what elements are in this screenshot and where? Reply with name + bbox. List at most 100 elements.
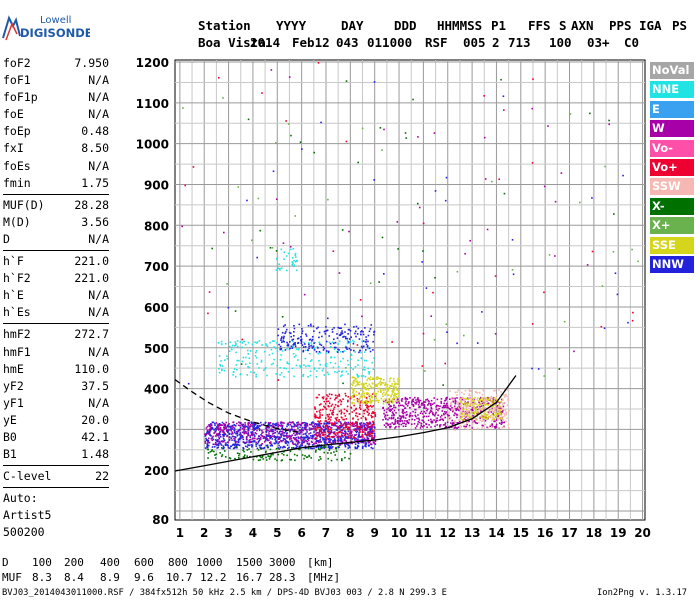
echo-point	[222, 437, 225, 440]
echo-point	[415, 403, 417, 405]
echo-point	[346, 436, 348, 438]
echo-point	[206, 432, 208, 434]
echo-point	[217, 444, 220, 447]
echo-point	[359, 401, 362, 403]
param-footer-line: Auto:	[3, 491, 38, 506]
echo-point	[415, 401, 418, 404]
echo-point	[490, 400, 493, 402]
echo-point	[334, 417, 337, 420]
param-row: yE 20.0	[3, 412, 109, 429]
param-name: MUF(D)	[3, 197, 45, 212]
echo-point	[294, 459, 296, 462]
echo-point	[236, 368, 238, 371]
noise-point	[187, 382, 190, 385]
echo-point	[258, 428, 261, 430]
echo-point	[278, 343, 280, 346]
echo-point	[353, 402, 355, 404]
echo-point	[386, 414, 389, 417]
noise-point	[261, 92, 263, 94]
echo-point	[370, 400, 373, 402]
echo-point	[441, 414, 443, 417]
echo-point	[317, 347, 319, 349]
param-name: M(D)	[3, 214, 31, 229]
y-tick-label: 1200	[136, 56, 169, 70]
x-tick-label: 13	[464, 526, 481, 540]
echo-point	[481, 399, 484, 401]
y-tick-label: 1100	[136, 97, 169, 111]
echo-point	[380, 377, 383, 380]
param-separator	[3, 487, 109, 489]
echo-point	[335, 425, 338, 427]
echo-point	[265, 427, 267, 430]
echo-point	[491, 418, 494, 421]
echo-point	[409, 406, 411, 409]
header-label: DDD	[394, 18, 417, 33]
echo-point	[308, 437, 311, 440]
echo-point	[244, 343, 247, 346]
echo-point	[330, 438, 332, 441]
echo-point	[395, 425, 397, 428]
muf-value: 8.4	[64, 571, 84, 584]
echo-point	[371, 361, 374, 364]
echo-point	[279, 433, 282, 436]
echo-point	[234, 443, 237, 445]
echo-point	[493, 397, 496, 400]
echo-point	[344, 345, 347, 348]
echo-point	[255, 445, 258, 447]
echo-point	[345, 370, 348, 373]
echo-point	[319, 426, 322, 429]
echo-point	[382, 402, 385, 405]
echo-point	[276, 435, 279, 438]
echo-point	[337, 445, 339, 448]
echo-point	[236, 345, 239, 348]
echo-point	[426, 398, 429, 401]
echo-point	[274, 347, 277, 350]
echo-point	[399, 420, 402, 423]
echo-point	[326, 371, 329, 374]
echo-point	[311, 444, 314, 446]
echo-point	[368, 435, 371, 438]
echo-point	[426, 426, 428, 429]
noise-point	[446, 331, 448, 333]
echo-point	[325, 436, 328, 439]
echo-point	[326, 394, 328, 396]
echo-point	[255, 350, 258, 352]
echo-point	[228, 345, 231, 348]
echo-point	[441, 406, 444, 409]
echo-point	[305, 422, 307, 424]
echo-point	[218, 437, 221, 440]
echo-point	[327, 418, 330, 421]
echo-point	[340, 435, 342, 438]
echo-point	[228, 436, 231, 438]
param-value: 7.950	[74, 56, 109, 70]
echo-point	[221, 365, 224, 367]
echo-point	[241, 434, 243, 437]
echo-point	[205, 433, 208, 436]
x-tick-label: 9	[371, 526, 379, 540]
echo-point	[421, 426, 424, 428]
echo-point	[367, 405, 370, 408]
echo-point	[281, 341, 283, 344]
echo-point	[341, 459, 343, 462]
echo-point	[370, 425, 373, 428]
echo-point	[292, 344, 295, 346]
noise-point	[270, 69, 273, 71]
echo-point	[391, 390, 393, 392]
echo-point	[421, 419, 423, 422]
echo-point	[407, 402, 409, 405]
echo-point	[454, 402, 457, 404]
y-tick-label: 1000	[136, 138, 169, 152]
echo-point	[283, 258, 285, 261]
echo-point	[278, 444, 280, 447]
x-tick-label: 19	[610, 526, 627, 540]
echo-point	[227, 429, 230, 432]
echo-point	[248, 441, 250, 444]
echo-point	[347, 421, 350, 424]
echo-point	[297, 436, 300, 438]
echo-point	[491, 413, 494, 416]
echo-point	[291, 439, 293, 442]
echo-point	[286, 437, 288, 439]
echo-point	[305, 440, 307, 442]
echo-point	[233, 437, 235, 440]
echo-point	[280, 424, 283, 426]
